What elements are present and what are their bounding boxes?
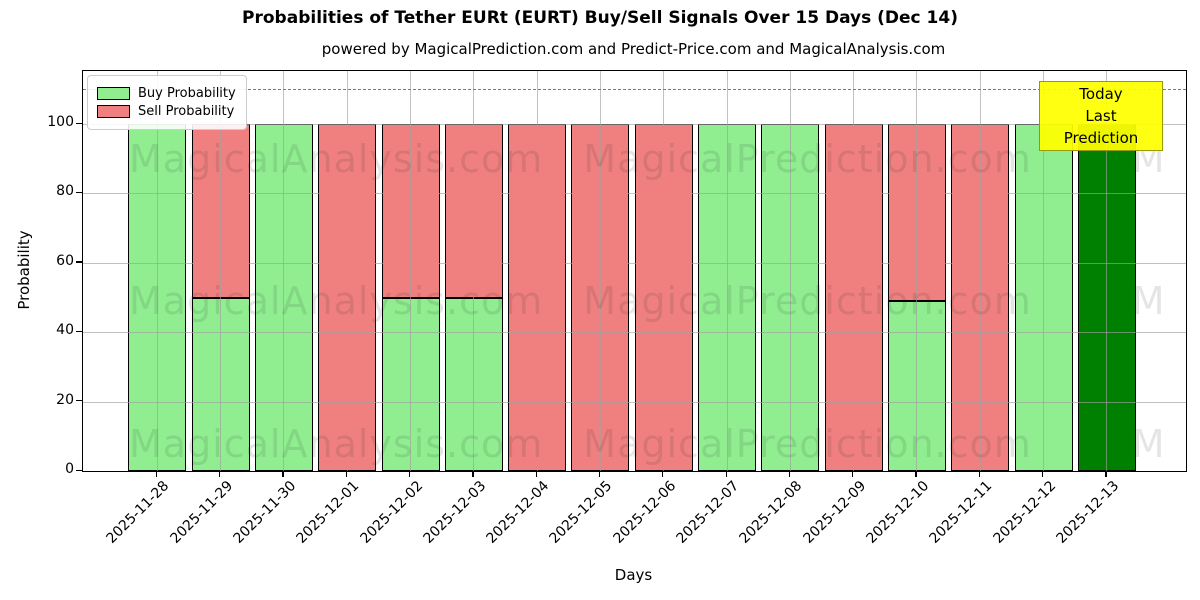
y-tick-label: 60: [56, 252, 74, 269]
y-tick-label: 20: [56, 391, 74, 408]
x-tick: [725, 471, 727, 477]
x-tick: [472, 471, 474, 477]
v-gridline: [1043, 71, 1044, 471]
v-gridline: [979, 71, 981, 471]
legend-item-buy: Buy Probability: [97, 86, 236, 101]
h-gridline: [83, 262, 1186, 264]
watermark-row: MagicalAnalysis.com MagicalPrediction.com…: [129, 279, 1166, 323]
x-tick: [978, 471, 980, 477]
v-gridline: [1106, 71, 1108, 471]
y-tick: [76, 261, 82, 263]
h-gridline: [83, 401, 1186, 403]
watermark-text: M: [1131, 279, 1166, 323]
y-tick-label: 100: [47, 114, 74, 131]
x-tick: [852, 471, 854, 477]
x-axis-title: Days: [614, 566, 653, 584]
legend-buy-label: Buy Probability: [138, 86, 236, 101]
watermark-text: MagicalPrediction.com: [583, 422, 1032, 466]
v-gridline: [473, 71, 475, 471]
y-tick-label: 0: [65, 461, 74, 477]
buy-swatch-icon: [97, 87, 130, 100]
x-tick: [219, 471, 221, 477]
v-gridline: [853, 71, 855, 471]
v-gridline: [916, 71, 918, 471]
watermark-text: MagicalAnalysis.com: [129, 279, 544, 323]
v-gridline: [599, 71, 601, 471]
x-tick: [345, 471, 347, 477]
v-gridline: [283, 71, 285, 471]
watermark-text: MagicalPrediction.com: [583, 137, 1032, 181]
h-gridline: [83, 332, 1186, 334]
watermark-text: MagicalPrediction.com: [583, 279, 1032, 323]
x-tick: [282, 471, 284, 477]
y-tick-label: 40: [56, 322, 74, 339]
v-gridline: [789, 71, 791, 471]
x-tick: [155, 471, 158, 477]
v-gridline: [726, 71, 728, 471]
annotation-line2: Last Prediction: [1063, 107, 1139, 147]
x-tick: [409, 471, 411, 477]
v-gridline: [536, 71, 538, 471]
chart-title: Probabilities of Tether EURt (EURT) Buy/…: [242, 8, 958, 28]
chart-subtitle: powered by MagicalPrediction.com and Pre…: [321, 40, 946, 58]
v-gridline: [663, 71, 665, 471]
x-tick: [535, 471, 537, 477]
x-tick: [598, 471, 601, 477]
y-tick: [76, 330, 82, 333]
watermark-row: MagicalAnalysis.com MagicalPrediction.com…: [129, 422, 1166, 466]
x-tick: [1042, 471, 1044, 477]
y-tick: [76, 122, 82, 124]
watermark-text: M: [1131, 422, 1166, 466]
legend: Buy Probability Sell Probability: [87, 75, 247, 130]
v-gridline: [346, 71, 348, 471]
y-axis-title: Probability: [15, 230, 33, 310]
sell-swatch-icon: [97, 105, 130, 118]
y-tick: [76, 400, 82, 402]
y-tick-label: 80: [56, 183, 74, 200]
v-gridline: [156, 71, 158, 471]
v-gridline: [410, 71, 411, 471]
watermark-text: MagicalAnalysis.com: [129, 422, 544, 466]
today-annotation-box: Today Last Prediction: [1039, 81, 1163, 151]
v-gridline: [220, 71, 222, 471]
legend-item-sell: Sell Probability: [97, 104, 236, 119]
annotation-line1: Today: [1079, 85, 1123, 103]
y-tick: [76, 191, 82, 194]
x-tick: [788, 471, 791, 477]
plot-area: MagicalAnalysis.com MagicalPrediction.com…: [82, 70, 1187, 472]
x-tick: [662, 471, 664, 477]
x-tick: [915, 471, 917, 477]
threshold-dashed-line: [83, 89, 1186, 91]
h-gridline: [83, 124, 1186, 126]
watermark-text: MagicalAnalysis.com: [129, 137, 544, 181]
h-gridline: [83, 193, 1186, 195]
x-tick: [1105, 471, 1107, 477]
watermark-row: MagicalAnalysis.com MagicalPrediction.com…: [129, 137, 1166, 181]
legend-sell-label: Sell Probability: [138, 104, 235, 119]
y-tick: [76, 469, 82, 471]
